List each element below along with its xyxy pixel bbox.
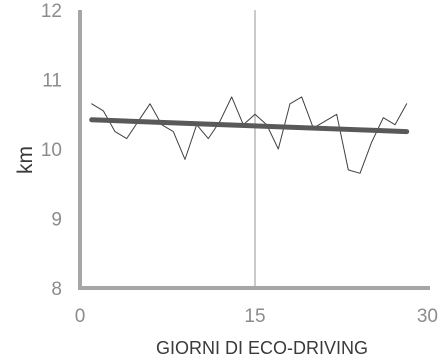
y-axis-title: km: [14, 146, 37, 174]
x-tick-label: 30: [417, 306, 438, 327]
y-tick-labels: 8 9 10 11 12: [41, 1, 62, 300]
y-tick-label: 12: [41, 1, 62, 22]
x-tick-labels: 0 15 30: [75, 306, 438, 327]
trend-line: [89, 117, 410, 135]
y-tick-label: 9: [51, 210, 62, 231]
x-tick-label: 15: [244, 306, 265, 327]
series-layer: [89, 96, 410, 174]
y-tick-label: 10: [41, 140, 62, 161]
daily-series-line: [91, 96, 408, 174]
y-tick-label: 8: [51, 279, 62, 300]
y-tick-label: 11: [42, 71, 62, 92]
x-axis-title: GIORNI DI ECO-DRIVING: [156, 338, 368, 358]
x-tick-label: 0: [75, 306, 86, 327]
